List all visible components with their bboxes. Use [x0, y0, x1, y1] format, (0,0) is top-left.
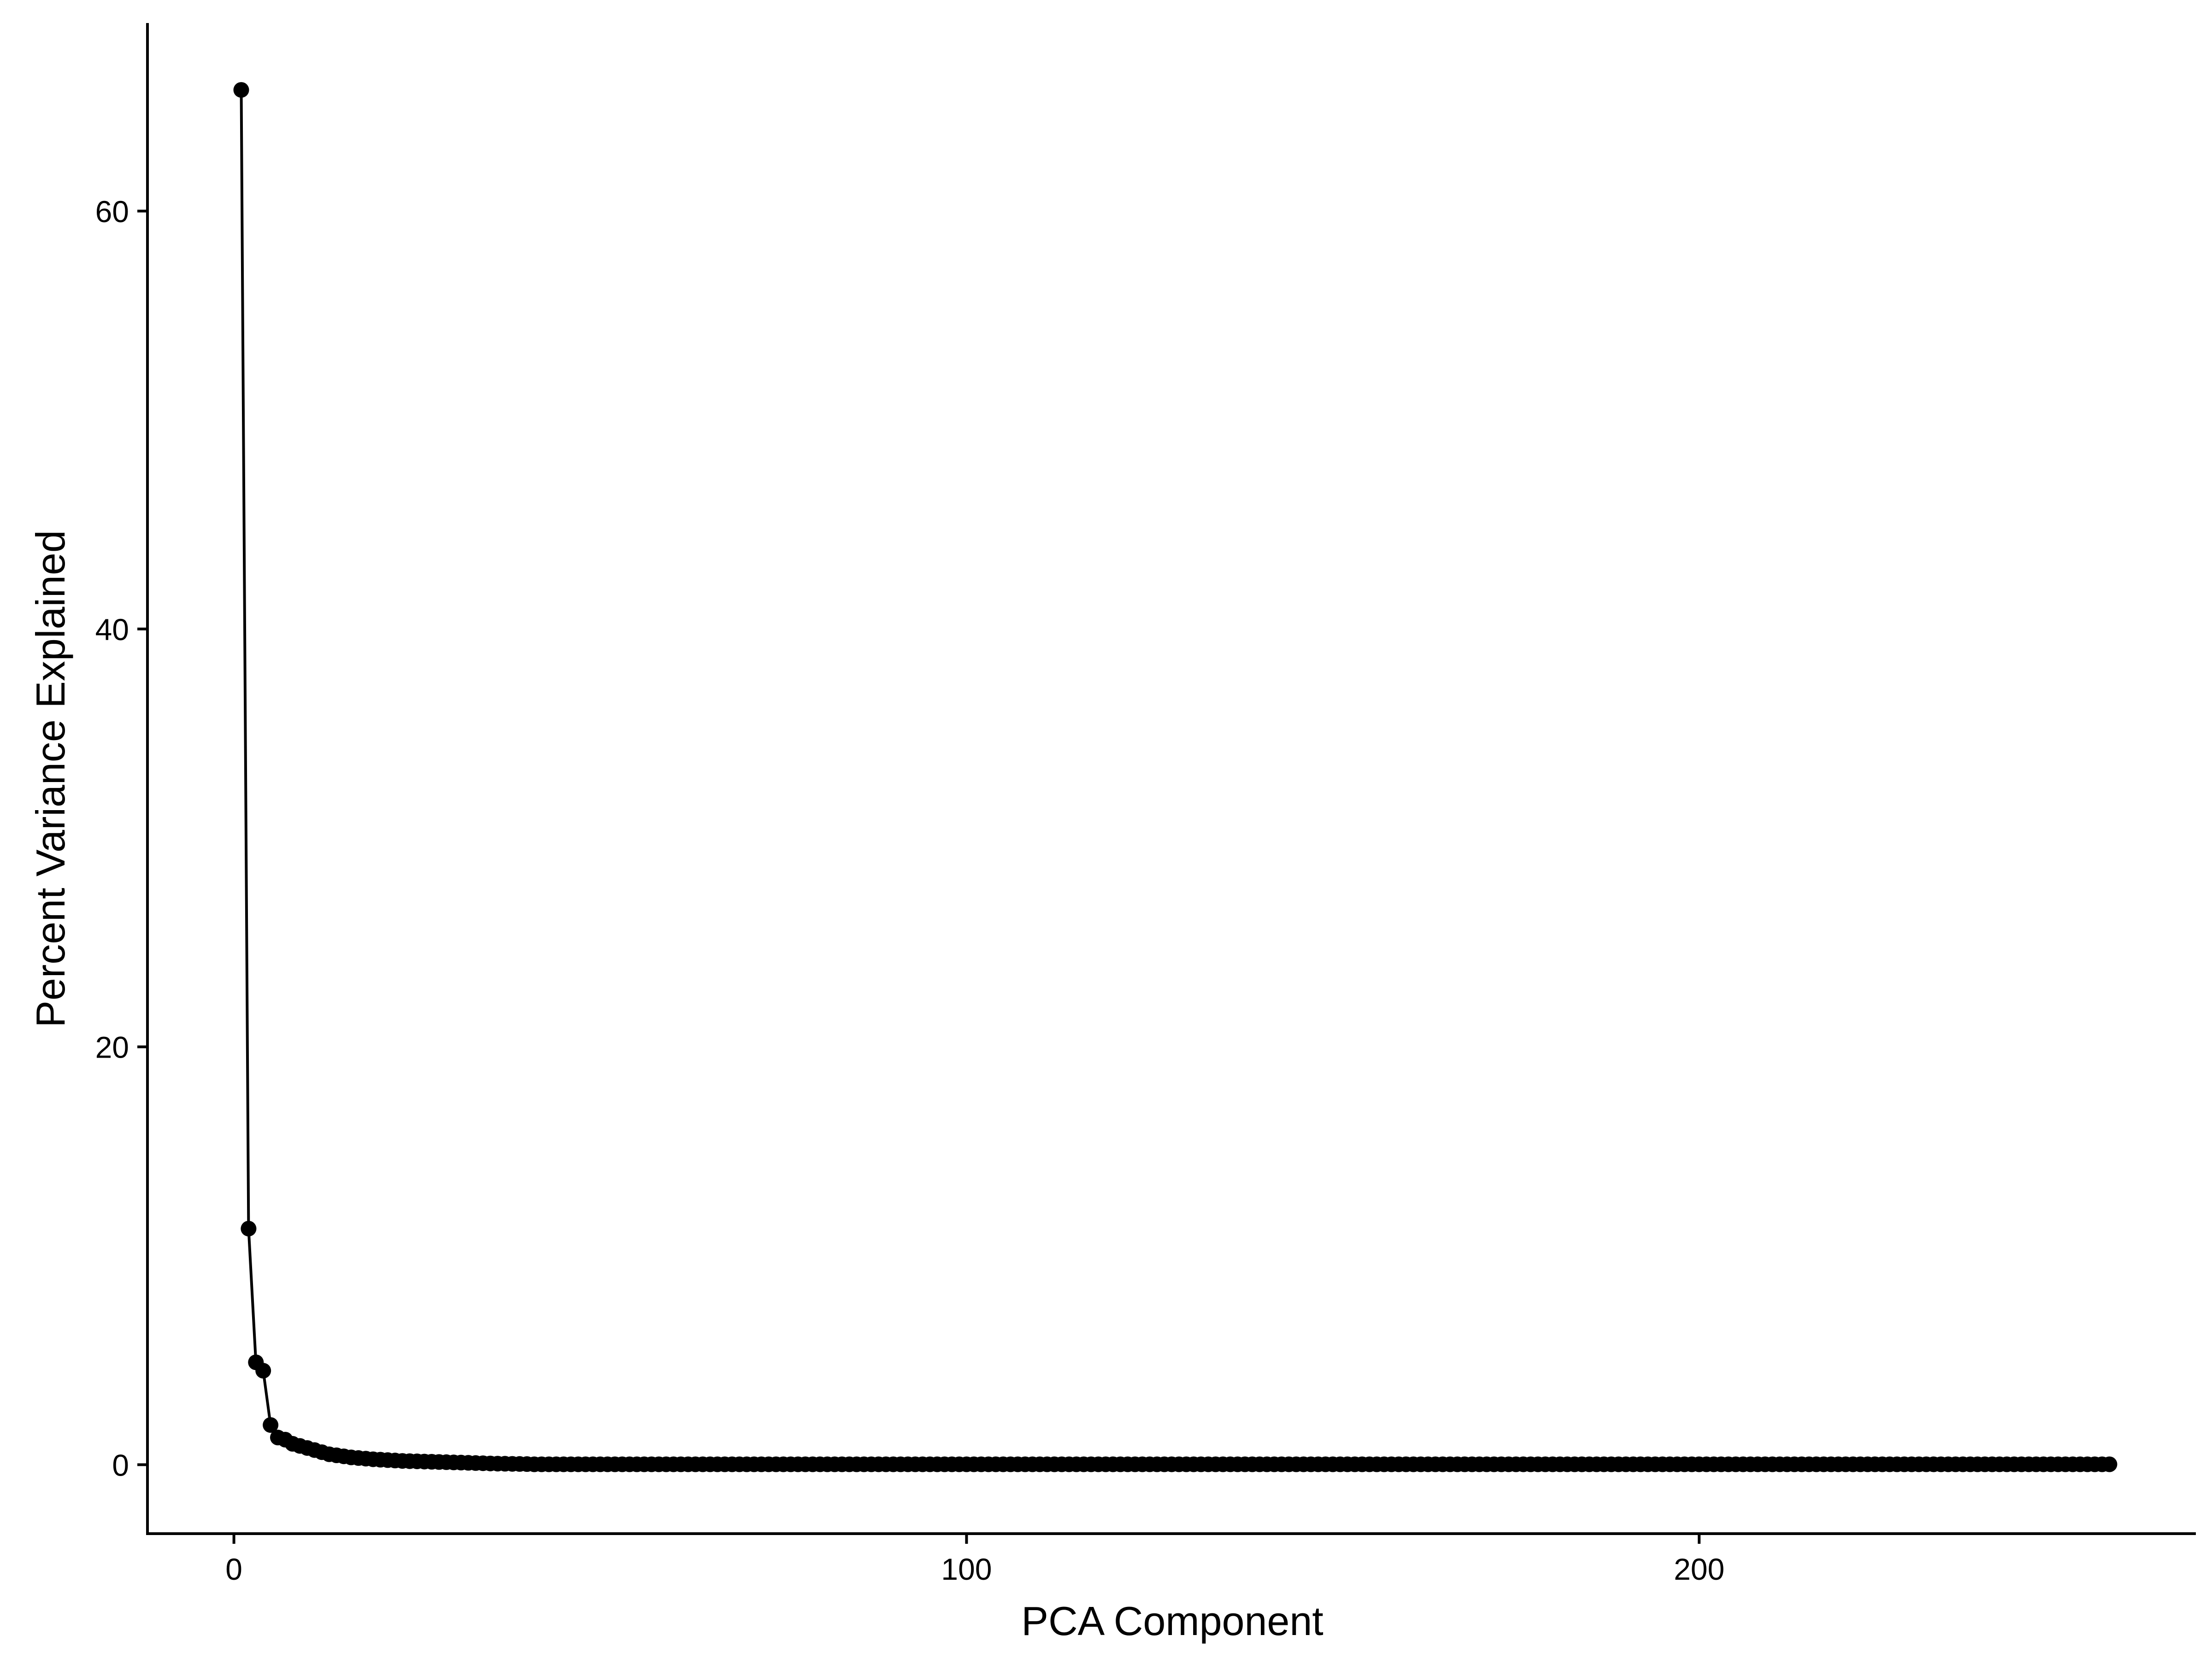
x-axis-title: PCA Component — [1021, 1598, 1324, 1644]
data-point — [241, 1221, 257, 1237]
x-tick-label: 200 — [1674, 1552, 1724, 1586]
y-tick-label: 60 — [95, 194, 129, 229]
series — [233, 82, 2118, 1472]
y-axis-ticks: 0 20 40 60 — [95, 194, 147, 1482]
data-point — [2101, 1456, 2118, 1472]
y-axis-title: Percent Variance Explained — [28, 530, 73, 1027]
x-axis-ticks: 0 100 200 — [225, 1534, 1724, 1586]
series-line — [240, 90, 2110, 1466]
x-tick-label: 100 — [941, 1552, 992, 1586]
data-point — [263, 1417, 279, 1433]
data-point — [255, 1363, 271, 1379]
y-tick-label: 20 — [95, 1030, 129, 1065]
y-tick-label: 0 — [112, 1448, 129, 1482]
axes — [146, 23, 2196, 1535]
y-tick-label: 40 — [95, 612, 129, 647]
x-tick-label: 0 — [225, 1552, 242, 1586]
data-point — [233, 82, 249, 98]
